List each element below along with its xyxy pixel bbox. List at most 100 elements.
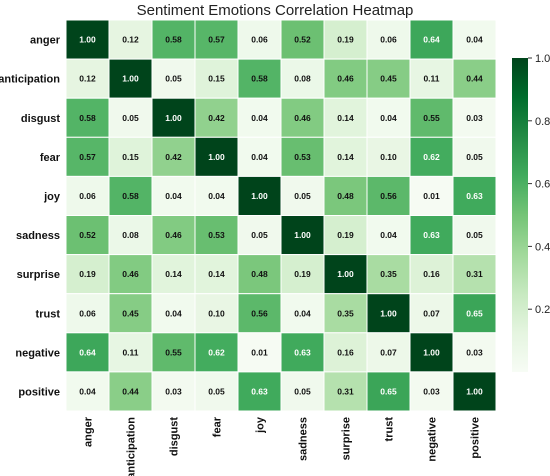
heatmap-cell-anger-anger — [65, 19, 110, 60]
cell-value-label: 0.46 — [122, 269, 139, 279]
heatmap-cell-anticipation-surprise — [323, 58, 368, 99]
cell-value-label: 0.04 — [380, 113, 397, 123]
cell-value-label: 0.03 — [466, 113, 483, 123]
heatmap-cell-fear-anger — [65, 136, 110, 177]
cell-value-label: 0.04 — [79, 386, 96, 396]
cell-value-label: 0.07 — [423, 308, 440, 318]
cell-value-label: 0.52 — [294, 35, 311, 45]
cell-value-label: 0.05 — [294, 191, 311, 201]
cell-value-label: 0.01 — [423, 191, 440, 201]
heatmap-cell-disgust-anticipation — [108, 97, 153, 138]
cell-value-label: 0.31 — [337, 386, 354, 396]
cell-value-label: 0.10 — [380, 152, 397, 162]
cell-value-label: 0.05 — [165, 74, 182, 84]
cell-value-label: 0.58 — [122, 191, 139, 201]
colorbar-gradient — [512, 58, 528, 372]
cell-value-label: 0.11 — [423, 74, 439, 84]
cell-value-label: 0.58 — [79, 113, 96, 123]
heatmap-cell-negative-trust — [366, 332, 411, 373]
heatmap-cell-disgust-positive — [452, 97, 497, 138]
cell-value-label: 0.14 — [337, 113, 354, 123]
cell-value-label: 0.46 — [165, 230, 182, 240]
heatmap-cell-anticipation-positive — [452, 58, 497, 99]
cell-value-label: 0.06 — [251, 35, 268, 45]
heatmap-cell-sadness-sadness — [280, 215, 325, 256]
cell-value-label: 0.63 — [423, 230, 440, 240]
heatmap-cell-surprise-fear — [194, 254, 239, 295]
cell-value-label: 0.19 — [337, 35, 354, 45]
cell-value-label: 0.05 — [466, 230, 483, 240]
row-label-anger: anger — [30, 35, 61, 47]
cell-value-label: 0.14 — [165, 269, 182, 279]
column-label-anger: anger — [83, 416, 95, 447]
cell-value-label: 0.31 — [466, 269, 483, 279]
colorbar-tick-label: 1.0 — [535, 53, 550, 65]
cell-value-label: 0.16 — [337, 347, 354, 357]
cell-value-label: 0.35 — [380, 269, 397, 279]
cell-value-label: 0.04 — [165, 191, 182, 201]
column-label-negative: negative — [427, 417, 439, 462]
heatmap-cell-trust-disgust — [151, 293, 196, 334]
chart-title: Sentiment Emotions Correlation Heatmap — [137, 2, 414, 19]
heatmap-cell-positive-joy — [237, 371, 282, 412]
cell-value-label: 0.65 — [466, 308, 483, 318]
heatmap-cell-sadness-negative — [409, 215, 454, 256]
cell-value-label: 0.46 — [337, 74, 354, 84]
cell-value-label: 0.42 — [208, 113, 225, 123]
colorbar-tick-label: 0.8 — [535, 116, 550, 128]
heatmap-cell-trust-trust — [366, 293, 411, 334]
cell-value-label: 0.08 — [122, 230, 139, 240]
cell-value-label: 0.64 — [79, 347, 96, 357]
heatmap-cell-negative-anger — [65, 332, 110, 373]
cell-value-label: 0.52 — [79, 230, 96, 240]
cell-value-label: 0.45 — [122, 308, 139, 318]
cell-value-label: 0.48 — [337, 191, 354, 201]
heatmap-cell-surprise-anger — [65, 254, 110, 295]
colorbar: 0.2 0.4 0.6 0.8 1.0 — [512, 53, 550, 372]
column-label-fear: fear — [212, 416, 224, 437]
heatmap-cell-surprise-surprise — [323, 254, 368, 295]
heatmap-cell-negative-anticipation — [108, 332, 153, 373]
heatmap-cell-joy-disgust — [151, 175, 196, 216]
cell-value-label: 0.62 — [208, 347, 225, 357]
cell-value-label: 1.00 — [79, 35, 96, 45]
column-label-trust: trust — [384, 417, 396, 442]
cell-value-label: 0.04 — [165, 308, 182, 318]
column-labels: anger anticipation disgust fear joy sadness su… — [83, 416, 482, 476]
column-label-surprise: surprise — [341, 417, 353, 460]
cell-value-label: 0.19 — [79, 269, 96, 279]
heatmap-cell-anger-anticipation — [108, 19, 153, 60]
heatmap-cell-negative-disgust — [151, 332, 196, 373]
heatmap-cell-joy-joy — [237, 175, 282, 216]
heatmap-cell-negative-surprise — [323, 332, 368, 373]
column-label-sadness: sadness — [298, 417, 310, 461]
cell-value-label: 0.58 — [165, 35, 182, 45]
cell-value-label: 0.06 — [380, 35, 397, 45]
heatmap-cell-negative-joy — [237, 332, 282, 373]
heatmap-cell-joy-trust — [366, 175, 411, 216]
cell-value-label: 0.42 — [165, 152, 182, 162]
cell-value-label: 0.58 — [251, 74, 268, 84]
cell-value-label: 0.45 — [380, 74, 397, 84]
cell-value-label: 0.55 — [423, 113, 440, 123]
heatmap-cell-joy-anticipation — [108, 175, 153, 216]
heatmap-cell-positive-surprise — [323, 371, 368, 412]
heatmap-cell-anger-sadness — [280, 19, 325, 60]
heatmap-cell-disgust-anger — [65, 97, 110, 138]
heatmap-cell-joy-surprise — [323, 175, 368, 216]
cell-value-label: 0.05 — [122, 113, 139, 123]
cell-value-label: 0.14 — [208, 269, 225, 279]
cell-value-label: 0.62 — [423, 152, 440, 162]
cell-value-label: 1.00 — [294, 230, 311, 240]
heatmap-cell-fear-positive — [452, 136, 497, 177]
row-labels: anger anticipation disgust fear joy sadness su… — [0, 35, 61, 399]
heatmap-cell-trust-negative — [409, 293, 454, 334]
cell-value-label: 0.56 — [380, 191, 397, 201]
heatmap-cell-positive-positive — [452, 371, 497, 412]
cell-value-label: 0.55 — [165, 347, 182, 357]
heatmap-cell-trust-sadness — [280, 293, 325, 334]
heatmap-cell-disgust-disgust — [151, 97, 196, 138]
heatmap-cell-positive-negative — [409, 371, 454, 412]
cell-value-label: 0.04 — [251, 152, 268, 162]
